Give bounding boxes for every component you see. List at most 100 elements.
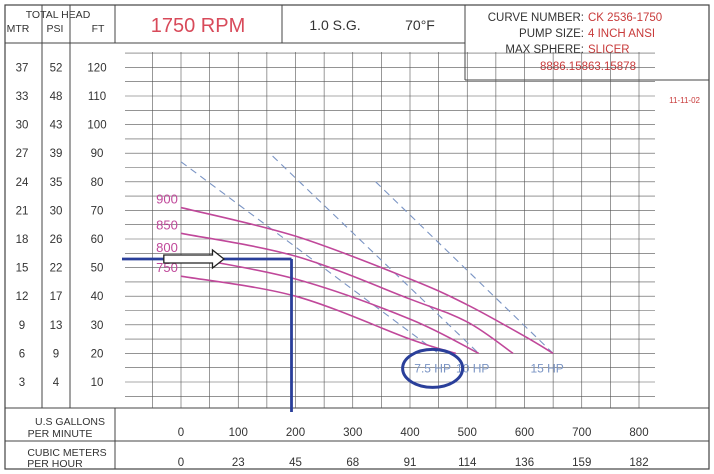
mtr-tick-label: 9 <box>19 320 25 332</box>
ft-unit-label: FT <box>92 23 105 35</box>
ft-tick-label: 10 <box>91 377 104 389</box>
bottom-axis-titles: U.S GALLONS PER MINUTE CUBIC METERS PER … <box>27 416 106 470</box>
impeller-curve <box>180 255 480 355</box>
ft-tick-label: 30 <box>91 320 104 332</box>
hp-label: 7.5 HP <box>414 361 451 375</box>
operating-point-annotations <box>122 248 465 412</box>
gpm-tick-label: 100 <box>229 427 248 439</box>
curve-date: 11-11-02 <box>669 96 700 105</box>
ft-tick-label: 110 <box>88 91 106 103</box>
gpm-tick-label: 800 <box>629 427 648 439</box>
impeller-curve-label: 900 <box>156 192 178 207</box>
ft-tick-label: 100 <box>87 120 106 132</box>
operating-point-arrow <box>163 248 225 270</box>
max-sphere-value: SLICER <box>588 44 630 56</box>
gpm-tick-label: 0 <box>178 427 184 439</box>
psi-tick-label: 48 <box>50 91 63 103</box>
impeller-curve <box>180 275 457 355</box>
hp-line <box>180 161 439 354</box>
impeller-curve <box>180 232 514 355</box>
psi-tick-label: 22 <box>50 263 63 275</box>
m3h-tick-label: 182 <box>629 457 648 469</box>
m3h-tick-label: 68 <box>346 457 359 469</box>
mtr-tick-label: 37 <box>16 62 29 74</box>
mtr-tick-label: 6 <box>19 348 25 360</box>
temperature-label: 70°F <box>405 17 435 33</box>
m3h-label-line1: CUBIC METERS <box>27 447 106 459</box>
gpm-tick-label: 500 <box>458 427 477 439</box>
m3h-tick-label: 136 <box>515 457 534 469</box>
bottom-scale-labels: 0 0 100 23 200 45 300 68 400 91 500 114 600 136 700 159… <box>178 427 649 469</box>
m3h-label-line2: PER HOUR <box>27 458 83 470</box>
ft-tick-label: 70 <box>91 205 104 217</box>
curve-number-label: CURVE NUMBER: <box>488 12 584 24</box>
psi-tick-label: 39 <box>50 148 63 160</box>
hp-line <box>272 155 480 354</box>
gpm-tick-label: 700 <box>572 427 591 439</box>
gpm-label-line1: U.S GALLONS <box>35 416 105 428</box>
psi-tick-label: 9 <box>53 348 59 360</box>
m3h-tick-label: 91 <box>404 457 417 469</box>
mtr-tick-label: 18 <box>16 234 29 246</box>
outer-frame <box>4 4 710 470</box>
gpm-tick-label: 300 <box>343 427 362 439</box>
rpm-label: 1750 RPM <box>151 15 246 37</box>
horsepower-lines: 7.5 HP 10 HP 15 HP <box>180 155 564 375</box>
hp-highlight-circle <box>401 347 465 389</box>
mtr-tick-label: 24 <box>16 177 29 189</box>
mtr-tick-label: 15 <box>16 263 29 275</box>
psi-tick-label: 30 <box>50 205 63 217</box>
m3h-tick-label: 23 <box>232 457 245 469</box>
impeller-curves: 900 850 800 750 <box>156 192 554 355</box>
mtr-tick-label: 3 <box>19 377 25 389</box>
mtr-tick-label: 33 <box>16 91 29 103</box>
hp-label: 10 HP <box>456 361 489 375</box>
m3h-tick-label: 159 <box>572 457 591 469</box>
psi-tick-label: 17 <box>50 291 63 303</box>
ft-tick-label: 60 <box>91 234 104 246</box>
total-head-label: TOTAL HEAD <box>26 9 91 21</box>
psi-tick-label: 43 <box>50 120 63 132</box>
m3h-tick-label: 45 <box>289 457 302 469</box>
ft-tick-label: 80 <box>91 177 104 189</box>
psi-tick-label: 35 <box>50 177 63 189</box>
header: TOTAL HEAD MTR PSI FT 1750 RPM 1.0 S.G. … <box>5 5 709 105</box>
psi-tick-label: 13 <box>50 320 63 332</box>
impeller-curve-label: 850 <box>156 217 178 232</box>
part-number: 8886.15863.15878 <box>540 61 636 73</box>
pump-size-label: PUMP SIZE: <box>519 28 584 40</box>
ft-tick-label: 40 <box>91 291 104 303</box>
impeller-curve-label: 800 <box>156 240 178 255</box>
psi-tick-label: 4 <box>53 377 60 389</box>
specific-gravity-label: 1.0 S.G. <box>309 17 360 33</box>
max-sphere-label: MAX SPHERE: <box>505 44 584 56</box>
mtr-tick-label: 21 <box>16 205 29 217</box>
m3h-tick-label: 0 <box>178 457 184 469</box>
ft-tick-label: 90 <box>91 148 104 160</box>
mtr-unit-label: MTR <box>7 23 30 35</box>
mtr-tick-label: 30 <box>16 120 29 132</box>
m3h-tick-label: 114 <box>458 457 477 469</box>
gpm-label-line2: PER MINUTE <box>28 428 93 440</box>
ft-tick-label: 120 <box>87 62 106 74</box>
psi-tick-label: 26 <box>50 234 63 246</box>
mtr-tick-label: 27 <box>16 148 29 160</box>
impeller-curve-label: 750 <box>156 260 178 275</box>
ft-tick-label: 20 <box>91 348 104 360</box>
ft-tick-label: 50 <box>91 263 104 275</box>
psi-tick-label: 52 <box>50 62 63 74</box>
hp-label: 15 HP <box>530 361 563 375</box>
gpm-tick-label: 400 <box>400 427 419 439</box>
chart-grid <box>125 52 655 408</box>
psi-unit-label: PSI <box>47 23 64 35</box>
pump-size-value: 4 INCH ANSI <box>588 28 655 40</box>
gpm-tick-label: 200 <box>286 427 305 439</box>
scale-columns <box>5 5 709 469</box>
gpm-tick-label: 600 <box>515 427 534 439</box>
mtr-tick-label: 12 <box>16 291 29 303</box>
impeller-curve <box>180 206 554 355</box>
curve-number-value: CK 2536-1750 <box>588 12 662 24</box>
hp-line <box>375 181 554 354</box>
